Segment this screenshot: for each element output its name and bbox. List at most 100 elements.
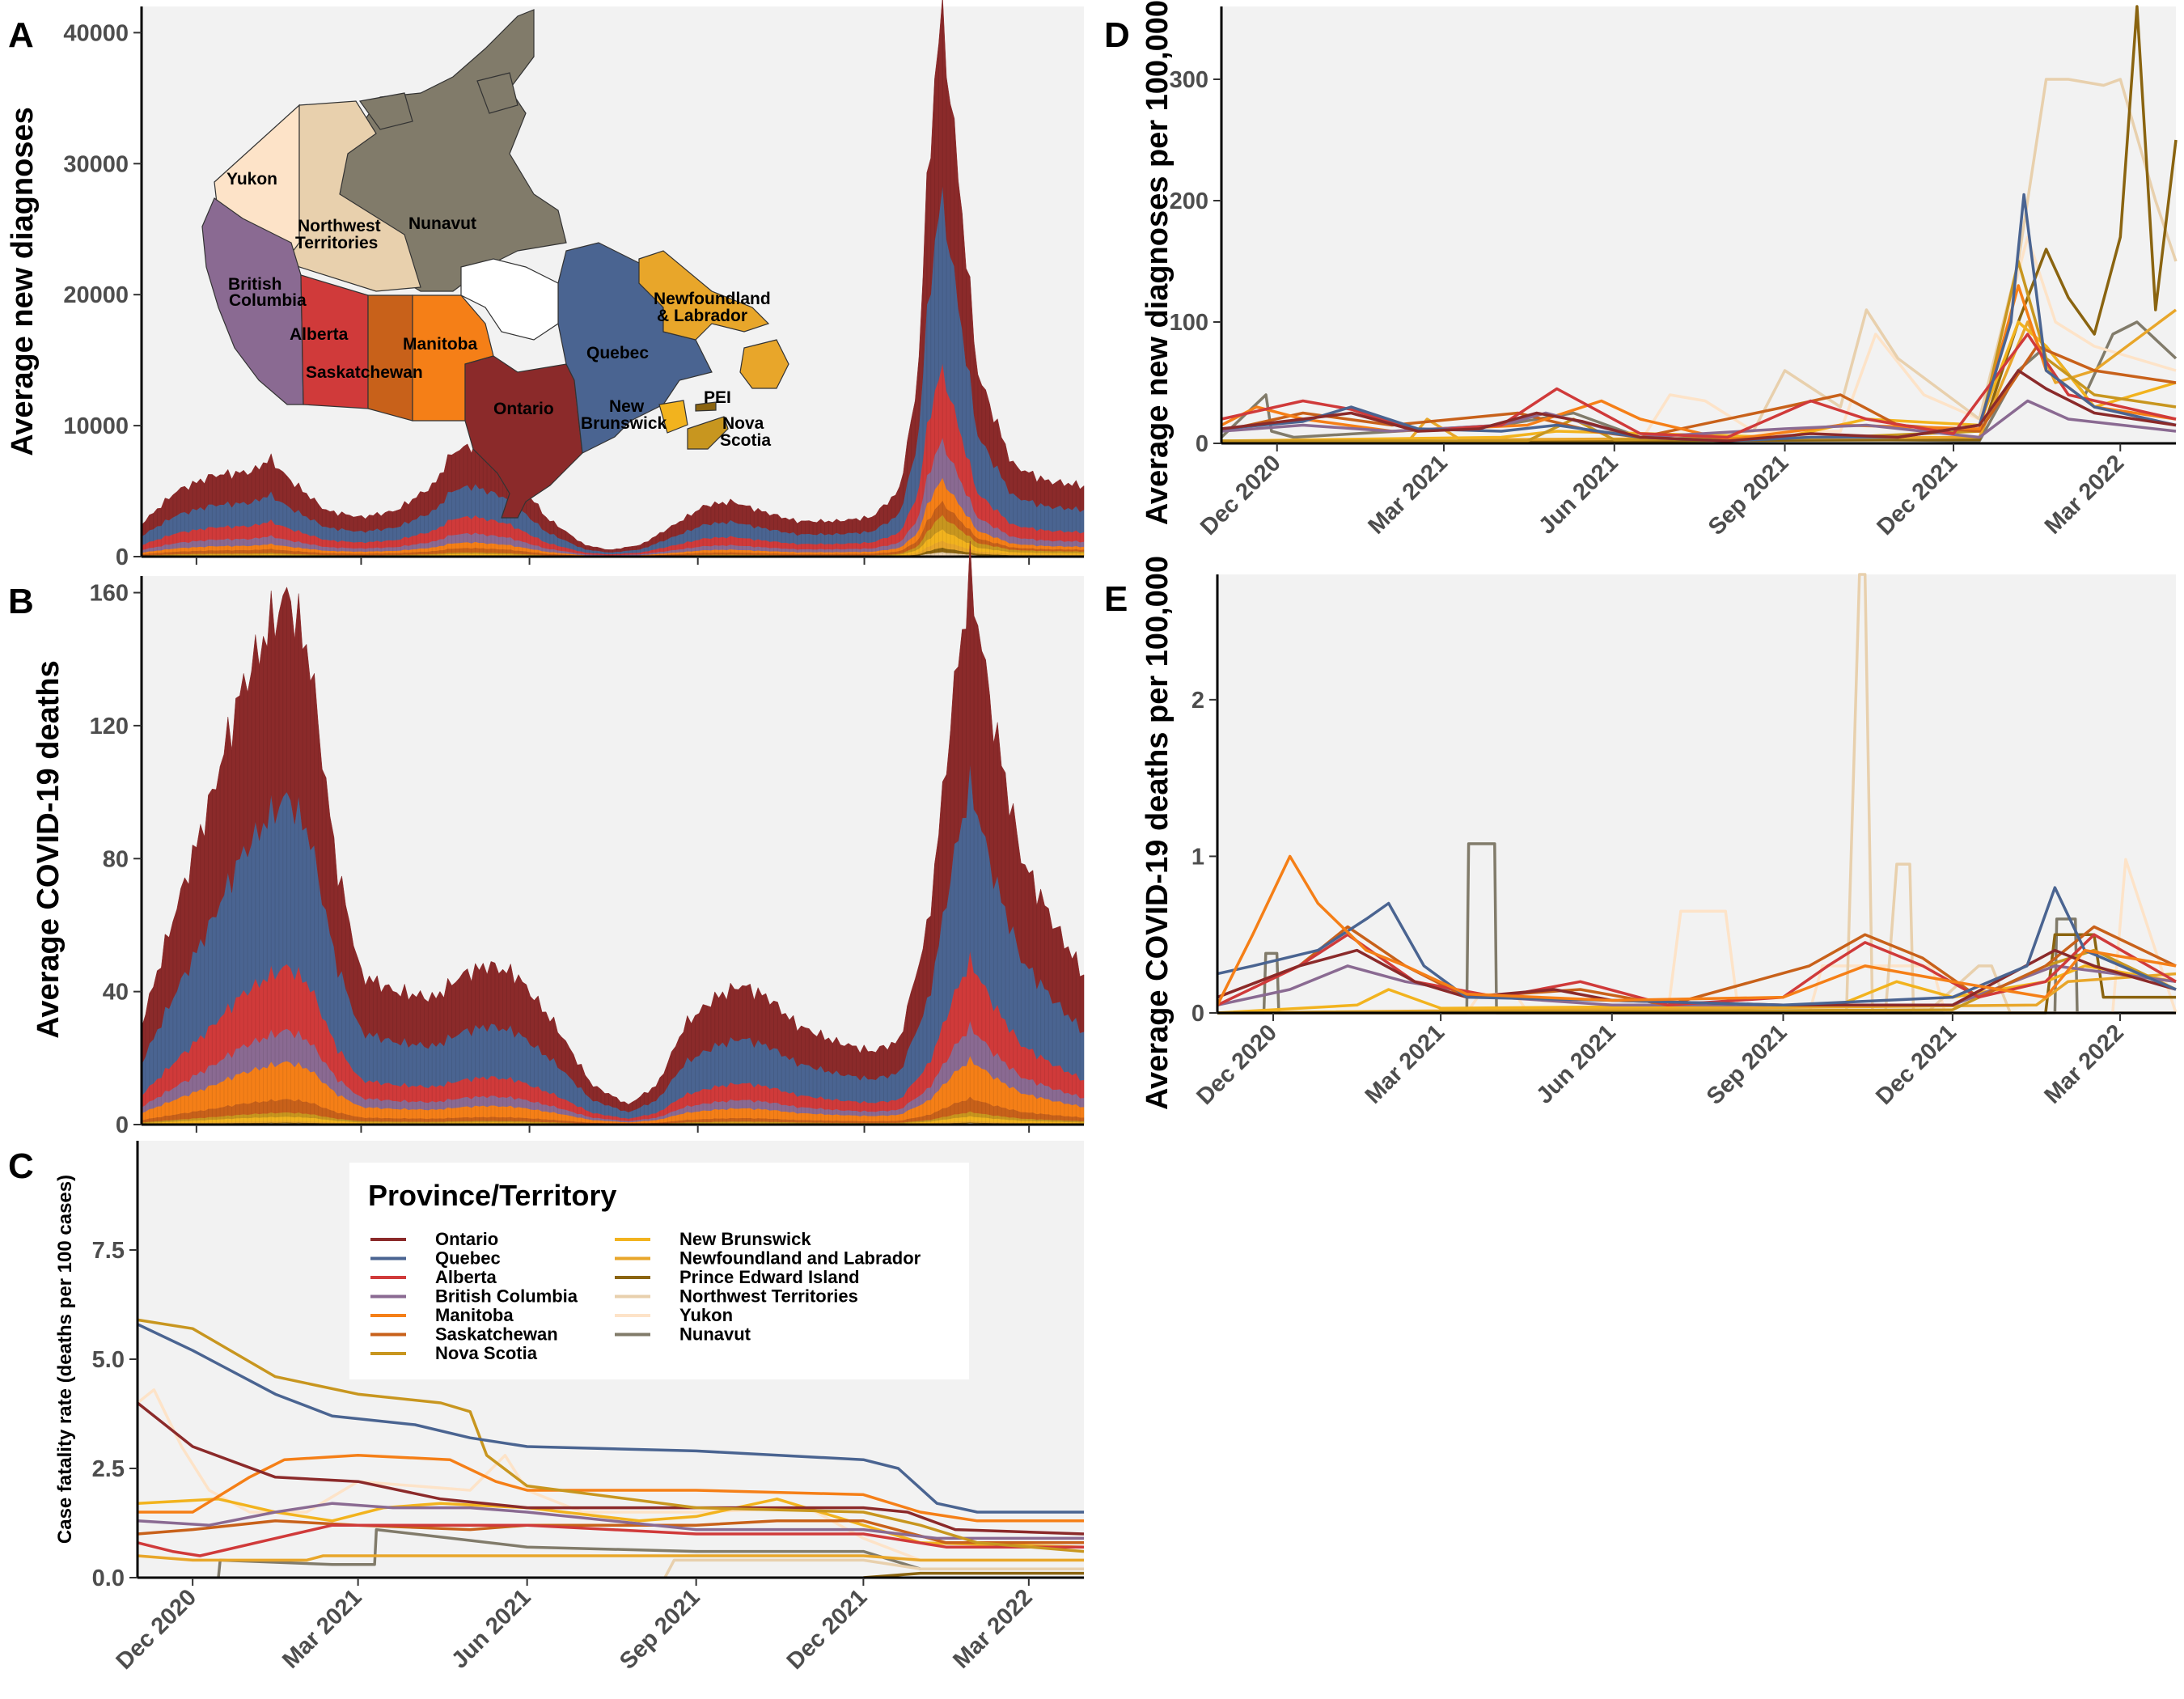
map-region-new-brunswick xyxy=(658,400,688,434)
map-label-nl_1: Newfoundland xyxy=(654,290,771,308)
panel-e-y-axis-title: Average COVID-19 deaths per 100,000 xyxy=(1141,556,1175,1110)
y-tick-label: 30000 xyxy=(63,151,129,177)
legend-label-ontario: Ontario xyxy=(435,1229,498,1249)
map-label-pei: PEI xyxy=(704,388,731,407)
legend-label-northwest-territories: Northwest Territories xyxy=(679,1286,858,1307)
map-region-nunavut xyxy=(358,92,413,130)
map-label-alberta: Alberta xyxy=(290,325,349,344)
line-nunavut xyxy=(217,1527,1084,1578)
panel-b-ticks: 0 40 80 120 160 xyxy=(90,581,1031,1138)
y-tick-label: 160 xyxy=(90,581,129,607)
y-tick-label: 200 xyxy=(1170,189,1208,214)
map-label-ns_1: Nova xyxy=(722,414,764,433)
panel-a-ticks: 0 10000 20000 30000 40000 xyxy=(63,20,1031,570)
y-tick-label: 2 xyxy=(1191,688,1204,714)
x-tick-label: Dec 2020 xyxy=(1191,1019,1282,1110)
panel-e-letter: E xyxy=(1104,579,1128,619)
legend-label-alberta: Alberta xyxy=(435,1267,497,1287)
line-manitoba xyxy=(1216,854,2177,1006)
map-label-nwt_2: Territories xyxy=(295,234,378,252)
line-yukon xyxy=(1221,235,2177,444)
map-label-nb_1: New xyxy=(609,397,645,416)
map-label-nb_2: Brunswick xyxy=(581,414,667,433)
line-northwest-territories xyxy=(1217,573,2176,1015)
panel-e-plot-area xyxy=(1217,574,2176,1013)
y-tick-label: 1 xyxy=(1191,844,1204,870)
legend-label-newfoundland-and-labrador: Newfoundland and Labrador xyxy=(679,1248,921,1269)
line-british-columbia xyxy=(1221,399,2177,439)
legend-label-prince-edward-island: Prince Edward Island xyxy=(679,1267,860,1287)
legend-label-nunavut: Nunavut xyxy=(679,1324,751,1345)
area-ontario xyxy=(141,540,1085,1112)
map-hudson-bay xyxy=(460,258,559,341)
panel-c-letter: C xyxy=(8,1146,34,1186)
panel-b: 0 40 80 120 160 B Average COVID-19 deaths xyxy=(8,540,1085,1138)
map-region-saskatchewan xyxy=(367,294,413,422)
panel-c-lines xyxy=(136,1318,1085,1579)
line-ontario xyxy=(1217,948,2177,1007)
map-region-ontario xyxy=(464,355,583,519)
panel-a-stacked-areas xyxy=(141,0,1085,557)
map-label-bc_2: Columbia xyxy=(229,291,307,310)
x-tick-label: Mar 2022 xyxy=(948,1584,1037,1673)
x-tick-label: Sep 2021 xyxy=(615,1584,705,1675)
legend-label-quebec: Quebec xyxy=(435,1248,501,1269)
map-label-nwt_1: Northwest xyxy=(298,217,381,235)
x-tick-label: Dec 2021 xyxy=(1871,1019,1962,1110)
map-region-nunavut xyxy=(476,72,518,114)
map-label-manitoba: Manitoba xyxy=(403,335,477,354)
map-label-saskatchewan: Saskatchewan xyxy=(306,363,423,382)
line-prince-edward-island xyxy=(1221,5,2178,444)
y-tick-label: 40000 xyxy=(63,20,129,46)
x-tick-label: Dec 2021 xyxy=(782,1584,873,1675)
map-region-nova-scotia xyxy=(687,416,729,450)
line-alberta xyxy=(137,1523,1084,1557)
legend: Province/Territory OntarioQuebecAlbertaB… xyxy=(349,1163,969,1379)
y-tick-label: 120 xyxy=(90,714,129,739)
line-yukon xyxy=(136,1388,1084,1562)
panel-d-lines xyxy=(1220,5,2178,444)
x-tick-label: Mar 2021 xyxy=(1361,1019,1450,1108)
map-label-bc_1: British xyxy=(228,275,282,294)
map-label-quebec: Quebec xyxy=(586,344,649,362)
legend-label-manitoba: Manitoba xyxy=(435,1305,514,1325)
map-region-prince-edward-island xyxy=(695,401,717,412)
line-british-columbia xyxy=(137,1502,1084,1540)
x-tick-label: Mar 2021 xyxy=(277,1584,366,1673)
y-tick-label: 0.0 xyxy=(92,1566,125,1591)
y-tick-label: 0 xyxy=(1196,431,1208,457)
map-label-ns_2: Scotia xyxy=(720,431,771,450)
x-tick-label: Dec 2021 xyxy=(1872,450,1962,540)
panel-b-y-axis-title: Average COVID-19 deaths xyxy=(32,660,66,1038)
y-tick-label: 2.5 xyxy=(92,1456,125,1482)
x-tick-label: Sep 2021 xyxy=(1704,450,1794,540)
panel-d-plot-area xyxy=(1221,6,2176,443)
map-region-british-columbia xyxy=(201,197,304,405)
map-label-nunavut: Nunavut xyxy=(408,214,476,233)
area-ontario xyxy=(141,0,1085,553)
panel-c: 0.0 2.5 5.0 7.5 Dec 2020 Mar 2021 Jun 2021 Sep … xyxy=(8,1141,1085,1675)
legend-box xyxy=(349,1163,969,1379)
legend-label-nova-scotia: Nova Scotia xyxy=(435,1343,538,1363)
panel-a-letter: A xyxy=(8,15,34,55)
line-newfoundland-and-labrador xyxy=(137,1554,1084,1562)
y-tick-label: 40 xyxy=(103,980,129,1006)
line-quebec xyxy=(137,1323,1084,1514)
legend-label-new-brunswick: New Brunswick xyxy=(679,1229,811,1249)
panel-b-letter: B xyxy=(8,582,34,621)
map-region-newfoundland-and-labrador xyxy=(638,250,770,341)
y-tick-label: 0 xyxy=(116,544,129,570)
x-tick-label: Sep 2021 xyxy=(1702,1019,1792,1110)
line-manitoba xyxy=(138,1454,1084,1523)
legend-title: Province/Territory xyxy=(368,1179,616,1212)
line-newfoundland-and-labrador xyxy=(1217,972,2177,1015)
x-tick-label: Mar 2022 xyxy=(2040,1019,2129,1108)
y-tick-label: 7.5 xyxy=(92,1238,125,1264)
map-label-ontario: Ontario xyxy=(493,400,554,418)
x-tick-label: Jun 2021 xyxy=(447,1584,535,1673)
panel-a-y-axis-title: Average new diagnoses xyxy=(6,107,40,456)
map-region-newfoundland-and-labrador xyxy=(739,339,789,389)
